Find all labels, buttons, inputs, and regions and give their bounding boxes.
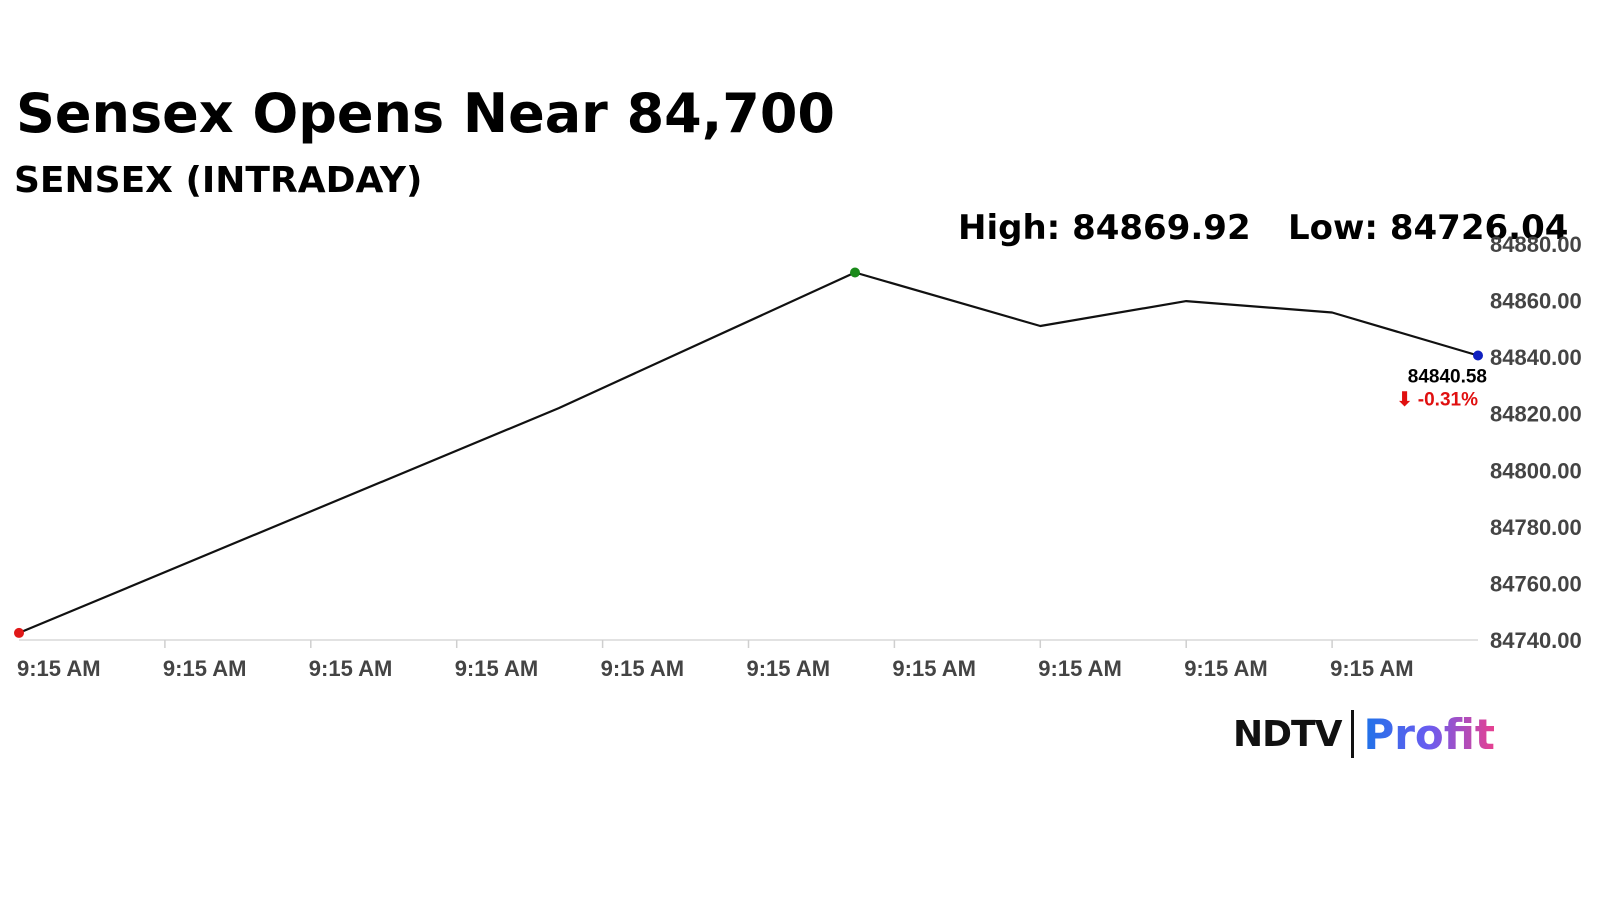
series-line bbox=[18, 271, 1479, 634]
x-tick-label: 9:15 AM bbox=[747, 656, 831, 681]
last-point-marker bbox=[1473, 350, 1483, 361]
chart-subtitle: SENSEX (INTRADAY) bbox=[14, 160, 423, 201]
x-tick-label: 9:15 AM bbox=[1038, 656, 1122, 681]
last-change-label: ⬇ -0.31% bbox=[1397, 390, 1479, 411]
y-tick-label: 84740.00 bbox=[1490, 628, 1582, 653]
ndtv-profit-logo: NDTV Profit bbox=[1233, 708, 1495, 760]
logo-divider bbox=[1351, 710, 1355, 758]
high-point-marker bbox=[850, 267, 861, 278]
high-stat: High: 84869.92 bbox=[958, 208, 1251, 248]
x-tick-label: 9:15 AM bbox=[1330, 656, 1414, 681]
x-tick-label: 9:15 AM bbox=[309, 656, 393, 681]
x-tick-label: 9:15 AM bbox=[17, 656, 101, 681]
y-tick-label: 84860.00 bbox=[1490, 289, 1582, 314]
logo-brand: NDTV bbox=[1233, 713, 1342, 755]
y-tick-label: 84820.00 bbox=[1490, 402, 1582, 427]
logo-product: Profit bbox=[1363, 709, 1495, 759]
x-tick-label: 9:15 AM bbox=[455, 656, 539, 681]
x-tick-label: 9:15 AM bbox=[163, 656, 247, 681]
y-tick-label: 84760.00 bbox=[1490, 571, 1582, 596]
x-tick-label: 9:15 AM bbox=[1184, 656, 1268, 681]
last-value-label: 84840.58 bbox=[1408, 367, 1487, 388]
start-point-marker bbox=[14, 627, 24, 638]
chart-title: Sensex Opens Near 84,700 bbox=[16, 82, 835, 145]
y-tick-label: 84800.00 bbox=[1490, 458, 1582, 483]
y-tick-label: 84840.00 bbox=[1490, 345, 1582, 370]
x-tick-label: 9:15 AM bbox=[892, 656, 976, 681]
y-tick-label: 84780.00 bbox=[1490, 515, 1582, 540]
x-tick-label: 9:15 AM bbox=[601, 656, 685, 681]
low-stat: Low: 84726.04 bbox=[1288, 208, 1569, 248]
y-tick-label: 84880.00 bbox=[1490, 232, 1582, 257]
